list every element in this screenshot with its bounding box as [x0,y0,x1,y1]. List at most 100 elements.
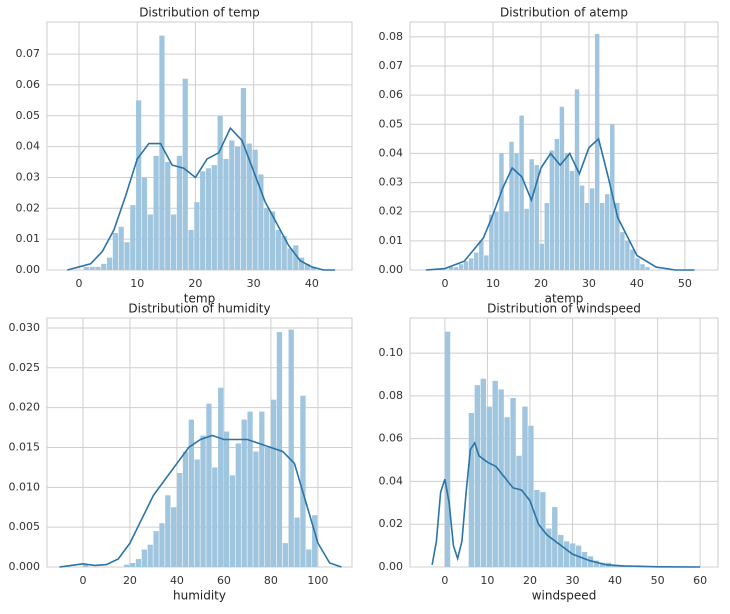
histogram-bar [487,407,492,567]
histogram-bar [479,241,483,270]
x-tick-label: 10 [480,574,494,587]
histogram-bar [212,467,217,567]
histogram-bar [300,396,305,567]
x-tick-label: 20 [534,277,548,290]
x-tick-label: 0 [441,574,448,587]
histogram-bar [177,473,182,567]
y-tick-label: 0.07 [379,59,404,72]
histogram-bar [119,227,124,270]
histogram-bar [84,267,89,270]
x-tick-label: 40 [305,277,319,290]
y-tick-label: 0.020 [9,401,41,414]
histogram-bar [113,233,118,270]
histogram-bar [289,330,294,567]
histogram-bar [464,261,468,270]
histogram-bar [230,475,235,567]
y-tick-label: 0.10 [379,346,404,359]
histogram-bar [590,188,594,270]
y-tick-label: 0.02 [379,205,404,218]
histogram-bar [645,267,649,270]
histogram-bar [124,565,129,567]
histogram-bar [474,253,478,270]
histogram-bar [148,545,153,567]
histogram-bar [124,242,129,270]
x-tick-label: 20 [188,277,202,290]
y-tick-label: 0.02 [16,201,41,214]
histogram-bar [171,507,176,567]
y-tick-label: 0.01 [379,234,404,247]
histogram-bar [560,107,564,270]
y-tick-label: 0.08 [379,389,404,402]
y-tick-label: 0.04 [16,140,41,153]
y-tick-label: 0.015 [9,440,41,453]
histogram-bar [242,420,247,567]
y-tick-label: 0.03 [16,170,41,183]
x-axis-label: windspeed [532,589,597,603]
histogram-bar [509,142,513,270]
histogram-bar [469,258,473,270]
histogram-bar [223,159,228,270]
histogram-bar [252,150,257,270]
histogram-bar [206,168,211,270]
histogram-bar [142,549,147,567]
histogram-bar [545,203,549,270]
histogram-bar [148,214,153,270]
histogram-bar [247,412,252,567]
x-tick-label: 80 [264,574,278,587]
x-tick-label: 40 [630,277,644,290]
histogram-bar [493,381,498,567]
x-tick-label: 60 [693,574,707,587]
histogram-bar [200,171,205,270]
histogram-bar [575,89,579,270]
histogram-bar [212,165,217,270]
histogram-bar [276,230,281,270]
histogram-bar [528,426,533,567]
chart-title: Distribution of temp [139,6,260,20]
histogram-bar [494,212,498,270]
y-tick-label: 0.04 [379,146,404,159]
y-tick-label: 0.005 [9,520,41,533]
x-tick-label: 60 [217,574,231,587]
histogram-bar [283,543,288,567]
histogram-bar [534,490,539,567]
chart-title: Distribution of humidity [128,302,270,316]
histogram-bar [183,451,188,567]
histogram-bar [540,244,544,270]
histogram-bar [218,388,223,567]
x-tick-label: 100 [307,574,328,587]
histogram-bar [552,507,557,567]
x-tick-label: 10 [130,277,144,290]
x-tick-label: 0 [442,277,449,290]
y-tick-label: 0.03 [379,176,404,189]
histogram-bar [510,398,515,567]
histogram-bar [459,264,463,270]
y-tick-label: 0.01 [16,232,41,245]
histogram-bar [565,153,569,270]
histogram-bar [600,203,604,270]
histogram-bar [136,559,141,567]
x-axis-label: humidity [173,589,226,603]
x-tick-label: 0 [76,277,83,290]
y-tick-label: 0.04 [379,474,404,487]
histogram-bar [101,264,106,270]
x-tick-label: 10 [486,277,500,290]
histogram-bar [130,205,135,270]
histogram-bar [499,153,503,270]
histogram-bar [259,412,264,567]
x-tick-label: 20 [523,574,537,587]
histogram-bar [504,417,509,567]
histogram-bar [264,208,269,270]
histogram-bar [454,267,458,270]
histogram-bar [287,248,292,270]
histogram-bar [625,241,629,270]
histogram-bar [142,177,147,270]
histogram-bar [195,459,200,567]
x-tick-label: 30 [566,574,580,587]
histogram-bar [522,407,527,567]
histogram-bar [165,162,170,270]
y-tick-label: 0.00 [379,560,404,573]
